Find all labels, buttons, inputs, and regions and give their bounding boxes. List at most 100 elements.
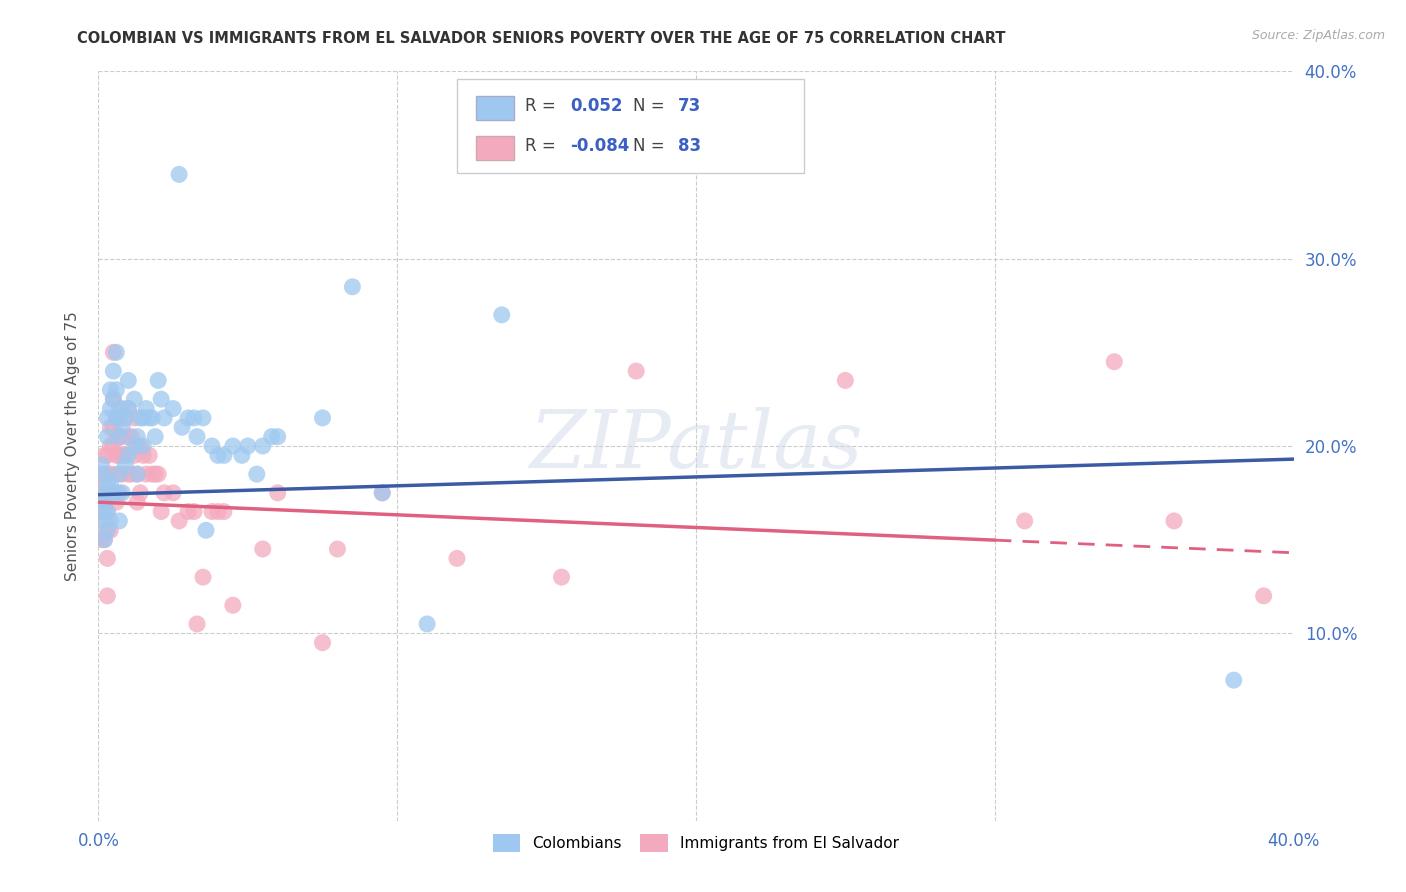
Point bbox=[222, 599, 245, 613]
Point bbox=[90, 486, 112, 500]
Point bbox=[105, 467, 128, 482]
Point bbox=[108, 467, 131, 482]
Point bbox=[114, 449, 136, 463]
Point bbox=[162, 401, 184, 416]
Point bbox=[111, 420, 134, 434]
Point bbox=[111, 401, 134, 416]
Point bbox=[127, 439, 149, 453]
Point bbox=[195, 524, 218, 538]
Point bbox=[111, 467, 134, 482]
Text: 0.052: 0.052 bbox=[571, 97, 623, 115]
Point bbox=[90, 458, 112, 472]
Point bbox=[114, 411, 136, 425]
Point bbox=[124, 411, 146, 425]
Point bbox=[105, 486, 128, 500]
Point bbox=[626, 364, 648, 378]
Text: N =: N = bbox=[633, 97, 669, 115]
Point bbox=[172, 420, 194, 434]
Point bbox=[96, 551, 118, 566]
Point bbox=[1104, 355, 1126, 369]
FancyBboxPatch shape bbox=[477, 96, 515, 120]
Point bbox=[267, 486, 290, 500]
Point bbox=[167, 168, 190, 182]
Point bbox=[117, 449, 139, 463]
Point bbox=[148, 467, 170, 482]
FancyBboxPatch shape bbox=[477, 136, 515, 160]
Point bbox=[98, 401, 122, 416]
Point bbox=[207, 505, 229, 519]
Point bbox=[246, 467, 269, 482]
Point bbox=[108, 430, 131, 444]
Point bbox=[108, 514, 131, 528]
Point bbox=[93, 476, 115, 491]
Point bbox=[191, 570, 214, 584]
Point bbox=[105, 411, 128, 425]
Point bbox=[96, 524, 118, 538]
Point bbox=[167, 514, 190, 528]
Point bbox=[491, 308, 513, 322]
Point bbox=[138, 411, 160, 425]
Text: R =: R = bbox=[524, 97, 561, 115]
Text: R =: R = bbox=[524, 137, 561, 155]
Legend: Colombians, Immigrants from El Salvador: Colombians, Immigrants from El Salvador bbox=[486, 828, 905, 858]
Point bbox=[117, 467, 139, 482]
Point bbox=[111, 486, 134, 500]
Point bbox=[114, 458, 136, 472]
Point bbox=[127, 495, 149, 509]
Point bbox=[124, 449, 146, 463]
Point bbox=[153, 486, 176, 500]
Point bbox=[138, 449, 160, 463]
Point bbox=[103, 392, 125, 407]
Y-axis label: Seniors Poverty Over the Age of 75: Seniors Poverty Over the Age of 75 bbox=[65, 311, 80, 581]
Text: Source: ZipAtlas.com: Source: ZipAtlas.com bbox=[1251, 29, 1385, 42]
Point bbox=[162, 486, 184, 500]
Point bbox=[114, 411, 136, 425]
Point bbox=[446, 551, 468, 566]
Point bbox=[550, 570, 572, 584]
Point bbox=[342, 280, 364, 294]
Point bbox=[98, 524, 122, 538]
Point bbox=[207, 449, 229, 463]
Point bbox=[105, 345, 128, 359]
Point bbox=[127, 430, 149, 444]
Point bbox=[267, 430, 290, 444]
Point bbox=[132, 449, 155, 463]
Text: ZIPatlas: ZIPatlas bbox=[529, 408, 863, 484]
Text: COLOMBIAN VS IMMIGRANTS FROM EL SALVADOR SENIORS POVERTY OVER THE AGE OF 75 CORR: COLOMBIAN VS IMMIGRANTS FROM EL SALVADOR… bbox=[77, 31, 1005, 46]
Point bbox=[96, 524, 118, 538]
Point bbox=[222, 439, 245, 453]
Point bbox=[148, 374, 170, 388]
Point bbox=[96, 589, 118, 603]
Point bbox=[132, 439, 155, 453]
Point bbox=[96, 476, 118, 491]
Point bbox=[103, 345, 125, 359]
Point bbox=[141, 467, 163, 482]
Point bbox=[124, 392, 146, 407]
Point bbox=[105, 495, 128, 509]
Point bbox=[143, 430, 166, 444]
Point bbox=[93, 533, 115, 547]
Point bbox=[90, 514, 112, 528]
Point bbox=[98, 383, 122, 397]
Point bbox=[132, 411, 155, 425]
Point bbox=[93, 505, 115, 519]
Point bbox=[117, 401, 139, 416]
Point bbox=[93, 467, 115, 482]
Point bbox=[98, 476, 122, 491]
Point bbox=[90, 533, 112, 547]
Point bbox=[129, 411, 152, 425]
Point bbox=[186, 430, 208, 444]
Point bbox=[93, 514, 115, 528]
Point bbox=[143, 467, 166, 482]
Point bbox=[103, 364, 125, 378]
Point bbox=[201, 439, 224, 453]
Point bbox=[96, 505, 118, 519]
Point bbox=[98, 467, 122, 482]
Point bbox=[129, 439, 152, 453]
Point bbox=[371, 486, 394, 500]
Point bbox=[105, 449, 128, 463]
Point bbox=[416, 617, 439, 632]
Point bbox=[93, 533, 115, 547]
Point bbox=[1014, 514, 1036, 528]
Point bbox=[311, 635, 333, 649]
